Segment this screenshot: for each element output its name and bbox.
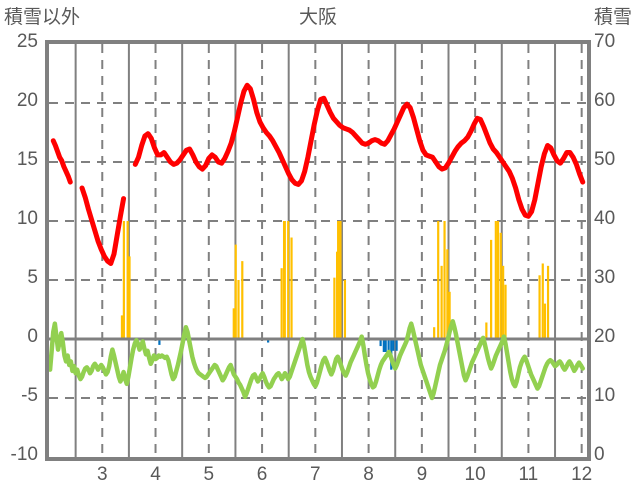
bar	[392, 339, 395, 351]
plot-area	[45, 40, 591, 461]
bar	[440, 265, 443, 339]
right-axis-tick: 30	[594, 267, 616, 288]
bar	[496, 221, 500, 339]
left-axis-title: 積雪以外	[4, 7, 81, 28]
right-axis-tick: 70	[594, 31, 616, 52]
bar	[502, 265, 505, 339]
left-axis-tick: 20	[16, 90, 38, 111]
x-axis-tick: 12	[571, 464, 593, 485]
bar	[485, 322, 488, 339]
bar	[237, 280, 240, 339]
bar	[126, 221, 129, 339]
bar	[290, 237, 293, 339]
bar	[280, 268, 283, 339]
x-axis-tick: 6	[256, 464, 268, 485]
x-axis-tick: 9	[416, 464, 428, 485]
right-axis-tick: 10	[594, 385, 616, 406]
bar	[241, 261, 244, 339]
left-axis-tick: -10	[10, 444, 38, 465]
left-axis-tick: 0	[27, 326, 38, 347]
left-axis-tick: 5	[27, 267, 38, 288]
bar	[504, 284, 507, 339]
x-axis-tick: 3	[96, 464, 108, 485]
x-axis-tick: 5	[203, 464, 215, 485]
x-axis-tick: 10	[464, 464, 486, 485]
left-axis-tick: 10	[16, 208, 38, 229]
bar	[387, 339, 390, 352]
bar	[128, 256, 131, 339]
x-axis-tick: 8	[363, 464, 374, 485]
bar	[234, 244, 237, 339]
temperature-line-segment	[132, 82, 586, 219]
x-axis-tick: 7	[310, 464, 321, 485]
right-axis-tick: 60	[594, 90, 616, 111]
bar	[287, 221, 290, 339]
bar	[446, 249, 449, 339]
bar	[443, 221, 446, 339]
bar	[333, 277, 336, 339]
bar	[448, 291, 451, 339]
bar	[384, 339, 387, 352]
bar	[538, 275, 541, 339]
left-axis-tick: 25	[16, 31, 38, 52]
temperature-line-segment	[79, 185, 127, 266]
left-axis-tick: 15	[16, 149, 38, 170]
right-axis-tick: 0	[594, 444, 605, 465]
bar	[543, 303, 547, 339]
temperature-line-segment	[50, 138, 73, 185]
bar	[379, 339, 382, 347]
bar	[122, 221, 125, 339]
bar	[282, 221, 286, 339]
orange-bars	[120, 221, 550, 339]
chart-canvas	[49, 44, 587, 457]
bar	[395, 339, 398, 351]
right-axis-tick: 20	[594, 326, 616, 347]
right-axis-title: 積雪	[593, 7, 632, 28]
bar	[267, 339, 270, 343]
chart-title: 大阪	[298, 7, 337, 28]
bar	[437, 221, 440, 339]
bar	[158, 339, 161, 345]
left-axis-tick: -5	[21, 385, 38, 406]
x-axis-tick: 11	[518, 464, 539, 485]
bar	[343, 280, 347, 339]
bar	[337, 221, 342, 339]
green-series-line	[49, 319, 585, 401]
right-axis-tick: 50	[594, 149, 616, 170]
bar	[494, 221, 497, 339]
bar	[232, 308, 235, 339]
bar	[499, 232, 502, 339]
bar	[541, 263, 544, 339]
bar	[120, 315, 124, 339]
bar	[546, 265, 550, 339]
bar	[490, 239, 493, 339]
right-axis-tick: 40	[594, 208, 616, 229]
bar	[433, 327, 436, 339]
bar	[382, 339, 385, 352]
x-axis-tick: 4	[150, 464, 161, 485]
